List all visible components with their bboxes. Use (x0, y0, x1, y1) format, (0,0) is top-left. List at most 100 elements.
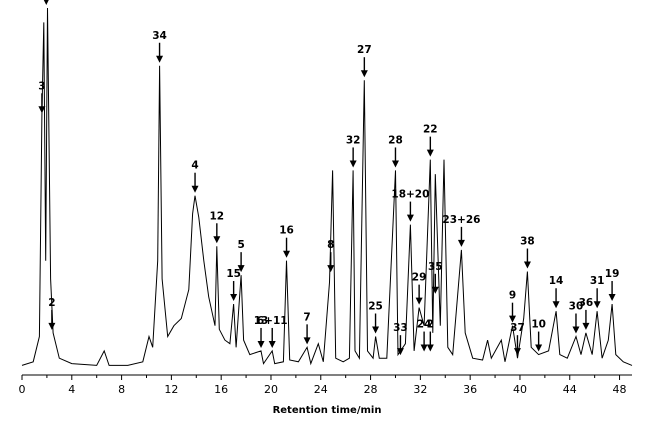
x-tick-label-4: 16 (214, 383, 228, 396)
peak-label: 22 (423, 124, 438, 136)
peak-label: 32 (346, 134, 361, 146)
peak-arrow-head (257, 340, 265, 348)
peak-label: 34 (152, 30, 167, 42)
x-tick-label-2: 8 (118, 383, 125, 396)
peak-arrow-head (552, 301, 560, 309)
peak-marker-22: 22 (423, 124, 438, 157)
peak-marker-6: 5 (237, 239, 245, 273)
peak-label: 25 (368, 301, 383, 313)
peak-arrow-head (283, 250, 291, 258)
peak-arrow-head (457, 239, 465, 247)
peak-label: 33 (393, 322, 408, 334)
peak-arrow-head (237, 265, 245, 273)
peak-marker-33: 19 (605, 268, 620, 302)
peak-label: 2 (427, 319, 434, 331)
peak-arrow-head (230, 294, 238, 302)
peak-arrow-head (360, 70, 368, 78)
x-tick-label-9: 36 (463, 383, 477, 396)
peak-marker-3: 34 (152, 30, 167, 63)
peak-marker-10: 16 (279, 225, 294, 258)
peak-marker-11: 7 (303, 311, 311, 345)
peak-marker-24: 23+26 (442, 214, 480, 247)
peak-arrow-head (431, 286, 439, 294)
peak-arrow-head (396, 348, 404, 356)
peak-label: 38 (520, 236, 535, 248)
peak-marker-4: 4 (191, 160, 199, 193)
peak-label: 18+20 (391, 189, 429, 201)
peak-marker-27: 38 (520, 236, 535, 269)
peak-arrow-head (593, 301, 601, 309)
peak-arrow-head (572, 326, 580, 334)
peak-arrow-head (406, 214, 414, 222)
peak-marker-21: 2 (427, 319, 434, 352)
peak-marker-18: 18+20 (391, 189, 429, 222)
peak-label: 4 (191, 160, 198, 172)
peak-label: 27 (357, 44, 372, 56)
peak-marker-7: 15 (226, 268, 241, 302)
peak-arrow-head (415, 297, 423, 305)
x-tick-label-8: 32 (413, 383, 427, 396)
x-axis: 0 4 8 12 16 20 24 28 32 36 40 44 48 (19, 374, 632, 396)
peak-arrow-head (43, 0, 49, 5)
peak-arrow-head (213, 236, 221, 244)
peak-label: 15 (226, 268, 241, 280)
x-tick-label-12: 48 (613, 383, 627, 396)
peak-label: 16 (279, 225, 294, 237)
x-tick-label-10: 40 (513, 383, 527, 396)
peak-label: 29 (412, 272, 427, 284)
peak-arrow-head (191, 185, 199, 193)
peak-marker-13: 32 (346, 134, 361, 168)
peak-label: 3 (38, 80, 45, 92)
peak-arrow-head (156, 55, 164, 63)
peak-marker-16: 28 (388, 134, 403, 168)
peak-marker-5: 12 (210, 210, 225, 244)
peak-label-layer: 12334412515136+111678322725283318+202924… (38, 0, 620, 356)
x-axis-title: Retention time/min (273, 405, 382, 416)
peak-label: 14 (549, 275, 564, 287)
peak-marker-8: 13 (254, 315, 269, 348)
x-tick-label-0: 0 (19, 383, 26, 396)
peak-label: 7 (303, 311, 310, 323)
peak-arrow-head (582, 322, 590, 330)
peak-label: 35 (428, 261, 443, 273)
x-tick-label-6: 24 (314, 383, 328, 396)
x-tick-label-1: 4 (68, 383, 75, 396)
peak-arrow-head (523, 261, 531, 269)
peak-arrow-head (608, 294, 616, 302)
peak-arrow-head (391, 160, 399, 168)
peak-label: 19 (605, 268, 620, 280)
peak-arrow-head (535, 344, 543, 352)
peak-marker-1: 2 (48, 297, 56, 330)
peak-label: 9 (509, 290, 516, 302)
peak-marker-23: 35 (428, 261, 443, 294)
peak-arrow-head (38, 106, 46, 114)
peak-arrow-head (508, 315, 516, 323)
peak-label: 8 (327, 239, 334, 251)
peak-marker-12: 8 (327, 239, 335, 273)
peak-marker-30: 30 (569, 301, 584, 334)
peak-marker-31: 36 (579, 297, 593, 330)
peak-label: 23+26 (442, 214, 480, 226)
peak-label: 28 (388, 134, 403, 146)
peak-arrow-head (327, 265, 335, 273)
peak-marker-9: 6+11 (257, 315, 288, 348)
peak-label: 6+11 (257, 315, 288, 327)
x-tick-label-11: 44 (563, 383, 577, 396)
peak-arrow-head (349, 160, 357, 168)
peak-label: 13 (254, 315, 269, 327)
peak-marker-20: 24 (417, 319, 432, 352)
peak-marker-29: 14 (549, 275, 564, 309)
peak-label: 24 (417, 319, 432, 331)
x-tick-label-5: 20 (264, 383, 278, 396)
peak-arrow-head (513, 348, 521, 356)
peak-label: 30 (569, 301, 584, 313)
peak-label: 31 (590, 275, 605, 287)
peak-label: 5 (237, 239, 244, 251)
peak-arrow-head (303, 337, 311, 345)
peak-label: 12 (210, 210, 225, 222)
peak-label: 2 (48, 297, 55, 309)
peak-marker-15: 25 (368, 301, 383, 334)
peak-marker-2: 3 (38, 80, 46, 114)
x-tick-label-3: 12 (164, 383, 178, 396)
